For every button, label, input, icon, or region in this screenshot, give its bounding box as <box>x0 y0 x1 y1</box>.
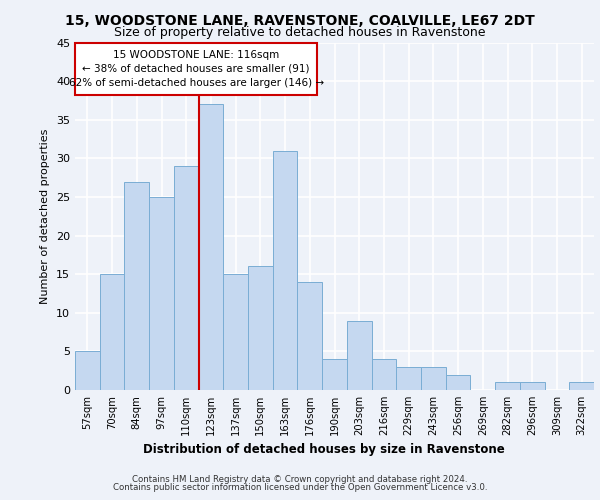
Bar <box>75 352 100 390</box>
Text: Contains public sector information licensed under the Open Government Licence v3: Contains public sector information licen… <box>113 484 487 492</box>
Bar <box>174 166 199 390</box>
Bar <box>446 374 470 390</box>
Text: 15 WOODSTONE LANE: 116sqm
← 38% of detached houses are smaller (91)
62% of semi-: 15 WOODSTONE LANE: 116sqm ← 38% of detac… <box>68 50 323 88</box>
Bar <box>520 382 545 390</box>
Bar <box>199 104 223 390</box>
Bar <box>223 274 248 390</box>
Bar <box>421 367 446 390</box>
Bar <box>100 274 124 390</box>
Text: Size of property relative to detached houses in Ravenstone: Size of property relative to detached ho… <box>114 26 486 39</box>
Bar <box>124 182 149 390</box>
Y-axis label: Number of detached properties: Number of detached properties <box>40 128 50 304</box>
Bar <box>149 197 174 390</box>
Bar <box>273 150 298 390</box>
Bar <box>569 382 594 390</box>
Bar <box>298 282 322 390</box>
Bar <box>322 359 347 390</box>
Text: 15, WOODSTONE LANE, RAVENSTONE, COALVILLE, LE67 2DT: 15, WOODSTONE LANE, RAVENSTONE, COALVILL… <box>65 14 535 28</box>
Bar <box>248 266 273 390</box>
Bar <box>347 320 371 390</box>
Bar <box>371 359 396 390</box>
Text: Contains HM Land Registry data © Crown copyright and database right 2024.: Contains HM Land Registry data © Crown c… <box>132 475 468 484</box>
Text: Distribution of detached houses by size in Ravenstone: Distribution of detached houses by size … <box>143 444 505 456</box>
Bar <box>396 367 421 390</box>
Bar <box>495 382 520 390</box>
FancyBboxPatch shape <box>75 42 317 95</box>
